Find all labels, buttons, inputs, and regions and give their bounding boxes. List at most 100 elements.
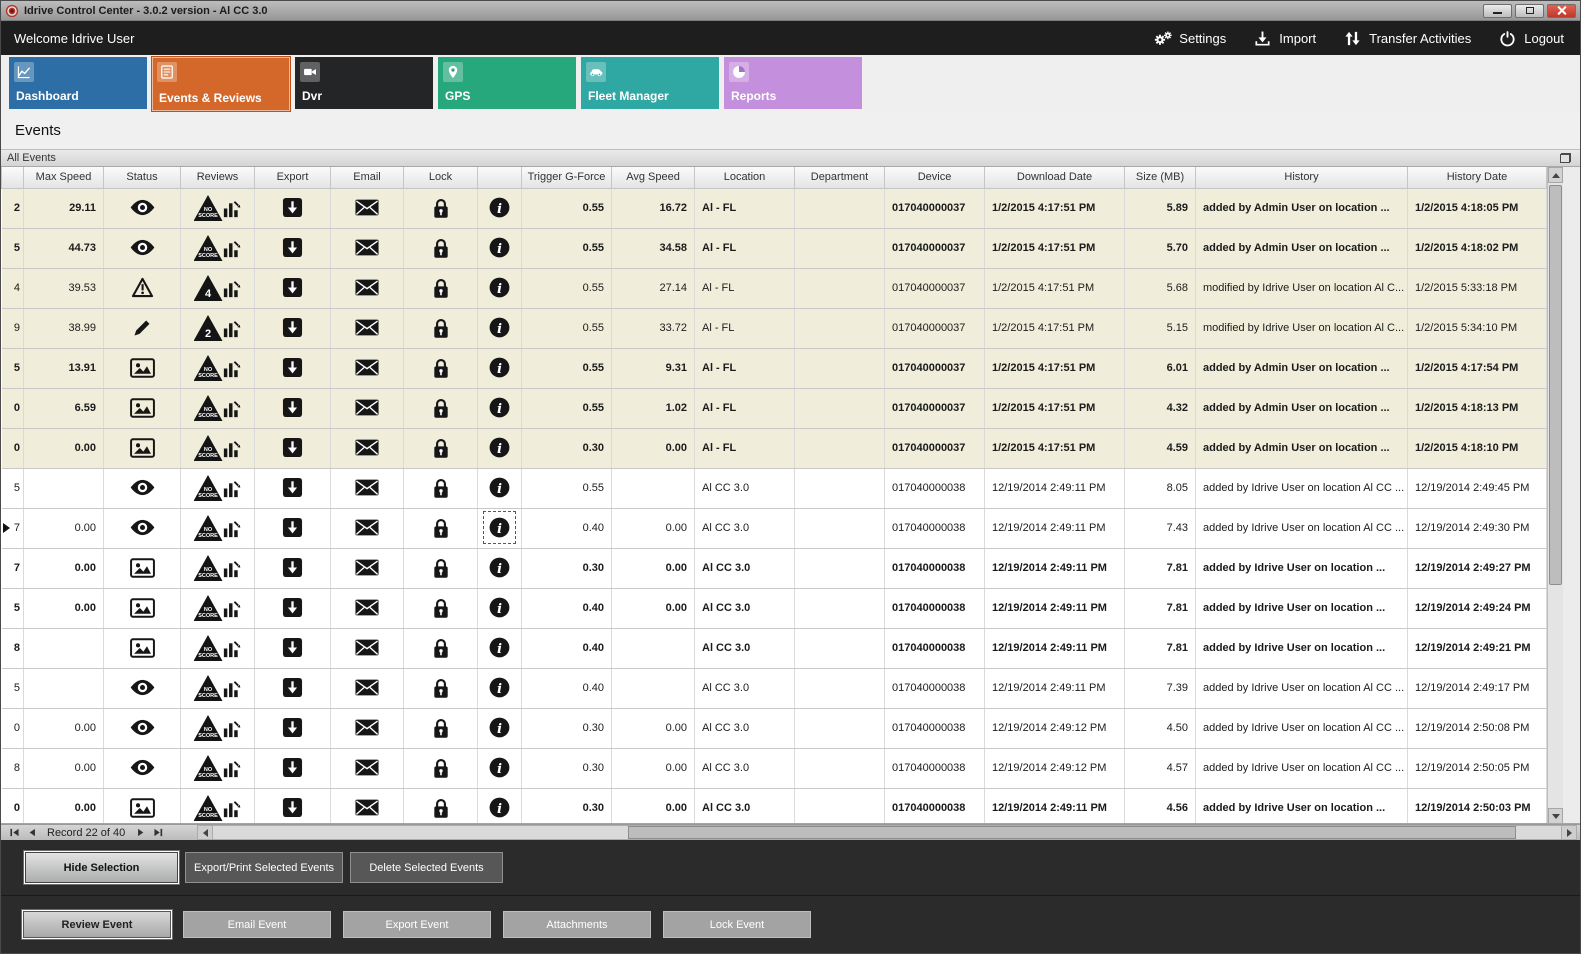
status-button[interactable] — [127, 677, 158, 698]
email-button[interactable] — [353, 277, 381, 298]
export-button[interactable] — [280, 635, 305, 660]
hide-selection-button[interactable]: Hide Selection — [25, 852, 178, 883]
export-button[interactable] — [280, 795, 305, 820]
info-button[interactable] — [487, 715, 512, 740]
column-header-blank[interactable] — [1, 167, 24, 189]
column-header-blank[interactable] — [477, 167, 522, 189]
status-button[interactable] — [127, 237, 158, 258]
status-button[interactable] — [127, 517, 158, 538]
column-header-avg-speed[interactable]: Avg Speed — [611, 167, 695, 189]
status-button[interactable] — [128, 356, 157, 380]
tab-reports[interactable]: Reports — [724, 57, 862, 109]
email-button[interactable] — [353, 317, 381, 338]
email-button[interactable] — [353, 477, 381, 498]
close-button[interactable] — [1547, 3, 1576, 18]
vertical-scroll-thumb[interactable] — [1549, 185, 1562, 585]
status-button[interactable] — [128, 796, 157, 820]
column-header-location[interactable]: Location — [694, 167, 795, 189]
transfer-activities-button[interactable]: Transfer Activities — [1343, 30, 1471, 47]
no-score-badge[interactable]: NO SCORE — [193, 235, 223, 261]
export-button[interactable] — [280, 515, 305, 540]
column-header-max-speed[interactable]: Max Speed — [23, 167, 104, 189]
tab-dashboard[interactable]: Dashboard — [9, 57, 147, 109]
info-button[interactable] — [483, 511, 516, 544]
column-header-reviews[interactable]: Reviews — [180, 167, 255, 189]
email-event-button[interactable]: Email Event — [183, 911, 331, 938]
no-score-badge[interactable]: NO SCORE — [193, 595, 223, 621]
table-row[interactable]: 9 38.99 2 0.55 33.72 Al - FL 01704000003… — [1, 308, 1547, 349]
table-row[interactable]: 5 0.00 NO SCORE 0.40 0.00 Al CC 3.0 01704… — [1, 588, 1547, 629]
table-row[interactable]: 7 0.00 NO SCORE 0.40 0.00 Al CC 3.0 01704… — [1, 508, 1547, 549]
column-header-download-date[interactable]: Download Date — [984, 167, 1125, 189]
column-header-lock[interactable]: Lock — [403, 167, 478, 189]
email-button[interactable] — [353, 357, 381, 378]
column-header-department[interactable]: Department — [794, 167, 885, 189]
no-score-badge[interactable]: NO SCORE — [193, 635, 223, 661]
no-score-badge[interactable]: NO SCORE — [193, 195, 223, 221]
info-button[interactable] — [487, 435, 512, 460]
last-record-button[interactable] — [149, 826, 167, 840]
horizontal-scroll-thumb[interactable] — [628, 826, 1517, 839]
lock-button[interactable] — [430, 355, 452, 381]
lock-button[interactable] — [430, 675, 452, 701]
logout-button[interactable]: Logout — [1498, 30, 1564, 47]
status-button[interactable] — [128, 636, 157, 660]
lock-button[interactable] — [430, 755, 452, 781]
table-row[interactable]: 7 0.00 NO SCORE 0.30 0.00 Al CC 3.0 01704… — [1, 548, 1547, 589]
maximize-button[interactable] — [1515, 3, 1544, 18]
tab-fleet-manager[interactable]: Fleet Manager — [581, 57, 719, 109]
minimize-button[interactable] — [1483, 3, 1512, 18]
scroll-left-button[interactable] — [198, 826, 214, 839]
export-button[interactable] — [280, 675, 305, 700]
info-button[interactable] — [487, 195, 512, 220]
export-button[interactable] — [280, 475, 305, 500]
float-panel-icon[interactable] — [1560, 153, 1571, 163]
status-button[interactable] — [127, 717, 158, 738]
info-button[interactable] — [487, 355, 512, 380]
no-score-badge[interactable]: NO SCORE — [193, 395, 223, 421]
info-button[interactable] — [487, 755, 512, 780]
info-button[interactable] — [487, 275, 512, 300]
column-header-export[interactable]: Export — [254, 167, 331, 189]
export-button[interactable] — [280, 595, 305, 620]
export-button[interactable] — [280, 755, 305, 780]
scroll-up-button[interactable] — [1548, 167, 1563, 183]
review-event-button[interactable]: Review Event — [23, 911, 171, 938]
export-button[interactable] — [280, 555, 305, 580]
status-button[interactable] — [130, 316, 154, 340]
column-header-status[interactable]: Status — [103, 167, 181, 189]
no-score-badge[interactable]: NO SCORE — [193, 515, 223, 541]
email-button[interactable] — [353, 437, 381, 458]
lock-button[interactable] — [430, 235, 452, 261]
info-button[interactable] — [487, 555, 512, 580]
status-button[interactable] — [128, 436, 157, 460]
status-button[interactable] — [127, 197, 158, 218]
info-button[interactable] — [487, 675, 512, 700]
info-button[interactable] — [487, 475, 512, 500]
no-score-badge[interactable]: NO SCORE — [193, 715, 223, 741]
no-score-badge[interactable]: NO SCORE — [193, 755, 223, 781]
table-row[interactable]: 0 0.00 NO SCORE 0.30 0.00 Al - FL 0170400… — [1, 428, 1547, 469]
email-button[interactable] — [353, 797, 381, 818]
export-event-button[interactable]: Export Event — [343, 911, 491, 938]
lock-event-button[interactable]: Lock Event — [663, 911, 811, 938]
attachments-button[interactable]: Attachments — [503, 911, 651, 938]
email-button[interactable] — [353, 197, 381, 218]
tab-dvr[interactable]: Dvr — [295, 57, 433, 109]
column-header-size-mb[interactable]: Size (MB) — [1124, 167, 1196, 189]
lock-button[interactable] — [430, 595, 452, 621]
status-button[interactable] — [129, 275, 156, 300]
vertical-scrollbar[interactable] — [1547, 167, 1563, 823]
delete-selected-events-button[interactable]: Delete Selected Events — [350, 852, 504, 883]
lock-button[interactable] — [430, 435, 452, 461]
no-score-badge[interactable]: NO SCORE — [193, 475, 223, 501]
column-header-history-date[interactable]: History Date — [1407, 167, 1547, 189]
info-button[interactable] — [487, 235, 512, 260]
horizontal-scrollbar[interactable] — [197, 825, 1577, 840]
email-button[interactable] — [353, 557, 381, 578]
lock-button[interactable] — [430, 475, 452, 501]
no-score-badge[interactable]: NO SCORE — [193, 795, 223, 821]
lock-button[interactable] — [430, 635, 452, 661]
column-header-device[interactable]: Device — [884, 167, 985, 189]
import-button[interactable]: Import — [1253, 30, 1316, 47]
